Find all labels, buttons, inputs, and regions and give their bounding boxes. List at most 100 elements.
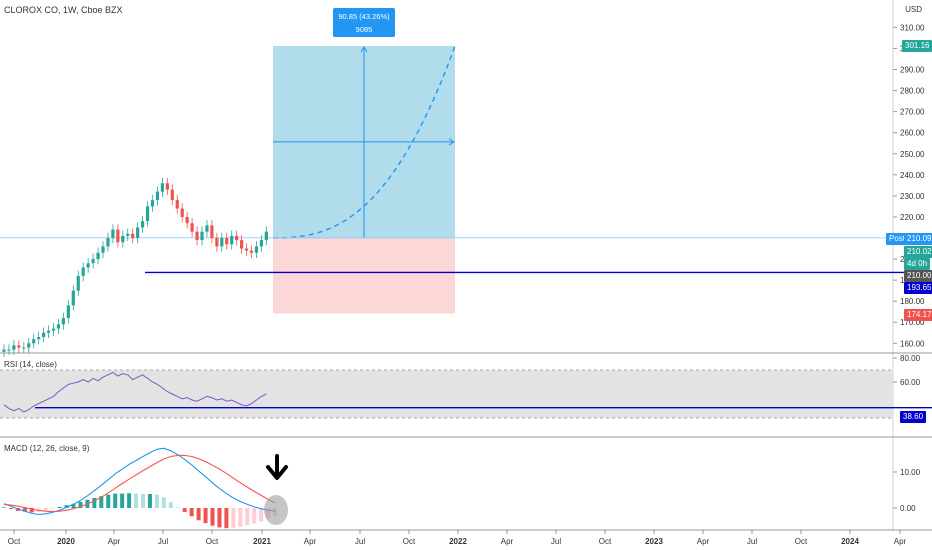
macd-tick-label: 10.00 [900,468,921,477]
candle-body [225,238,229,245]
countdown-badge: 4d 0h [904,258,931,270]
time-tick-label: Apr [501,537,514,546]
price-tick-label: 180.00 [900,297,925,306]
candle-body [27,343,31,348]
candle-body [145,206,150,222]
time-tick-label: Oct [795,537,808,546]
macd-title: MACD (12, 26, close, 9) [4,444,90,453]
candle-body [7,349,11,351]
time-tick-label: 2021 [253,537,271,546]
rsi-tick-label: 60.00 [900,378,921,387]
macd-histogram-bar [2,507,6,508]
time-tick-label: 2022 [449,537,467,546]
time-tick-label: Apr [894,537,907,546]
target-price-badge: 301.16 [902,40,932,52]
candle-body [51,328,56,331]
candle-body [46,330,51,333]
time-tick-label: Oct [206,537,219,546]
currency-label: USD [905,5,922,14]
candle-body [101,246,105,253]
close-price-badge: 210.02 [904,246,932,258]
macd-tick-label: 0.00 [900,504,916,513]
macd-histogram-bar [224,508,229,529]
macd-histogram-bar [113,493,118,508]
candle-body [126,233,130,236]
time-tick-label: Apr [108,537,121,546]
macd-histogram-bar [161,497,166,508]
rsi-level-badge: 38.60 [900,411,927,423]
macd-histogram-bar [29,508,34,513]
candle-body [61,318,65,325]
candle-body [200,231,204,241]
macd-histogram-bar [147,493,152,508]
candle-body [160,183,164,192]
candle-body [190,223,194,232]
macd-histogram-bar [245,508,250,526]
post-price-badge: 210.09 [904,233,932,245]
measure-tooltip: 90.85 (43.26%) 9085 48 bars, 336d [333,8,395,47]
candle-body [180,208,184,217]
candle-body [259,240,263,247]
price-tick-label: 280.00 [900,87,925,96]
stop-price-badge: 174.17 [904,309,932,321]
price-tick-label: 310.00 [900,23,925,32]
hline-price-badge: 210.00 [904,270,932,282]
measure-arrowhead-right [448,138,455,146]
candle-body [121,235,125,243]
price-tick-label: 170.00 [900,318,925,327]
candle-body [71,290,75,306]
candle-body [131,233,135,238]
macd-histogram-bar [154,494,159,508]
candle-body [106,238,110,247]
candle-body [17,345,21,348]
measure-arrowhead-up [360,46,368,53]
candle-body [165,183,169,190]
candle-body [170,189,174,201]
macd-histogram-bar [99,496,104,508]
time-tick-label: 2024 [841,537,859,546]
macd-histogram-bar [78,501,83,508]
macd-histogram-bar [134,493,139,508]
candle-body [37,336,41,340]
candle-body [254,246,259,253]
time-tick-label: Oct [8,537,21,546]
candle-body [81,267,85,276]
candle-body [264,231,268,241]
candle-body [116,229,120,243]
signal-line [3,454,276,513]
candle-body [12,345,16,350]
time-tick-label: Oct [599,537,612,546]
low-line-badge: 193.65 [904,282,932,294]
rsi-tick-label: 80.00 [900,354,921,363]
rsi-line [3,371,267,413]
projection-curve [273,45,456,239]
chart-title: CLOROX CO, 1W, Cboe BZX [4,5,123,15]
time-tick-label: Oct [403,537,416,546]
macd-histogram-bar [210,508,215,526]
measure-change: 90.85 (43.26%) 9085 [338,12,390,34]
measure-duration: 48 bars, 336d [341,38,387,47]
rsi-band [0,370,893,418]
candle-body [2,349,6,352]
price-tick-label: 160.00 [900,339,925,348]
macd-histogram-bar [231,508,236,528]
price-tick-label: 250.00 [900,150,925,159]
candle-body [195,231,199,241]
loss-zone [273,237,455,314]
candle-body [240,240,244,249]
macd-histogram-bar [141,493,145,508]
macd-histogram-bar [182,508,187,512]
macd-histogram-bar [203,508,208,524]
time-tick-label: Jul [355,537,365,546]
candle-body [215,238,219,247]
candle-body [155,191,160,201]
candle-body [56,324,61,329]
time-tick-label: 2023 [645,537,663,546]
macd-histogram-bar [22,508,27,512]
macd-histogram-bar [259,508,264,522]
candle-body [91,259,95,264]
candle-body [111,229,115,238]
price-tick-label: 270.00 [900,108,925,117]
candle-body [76,275,80,291]
